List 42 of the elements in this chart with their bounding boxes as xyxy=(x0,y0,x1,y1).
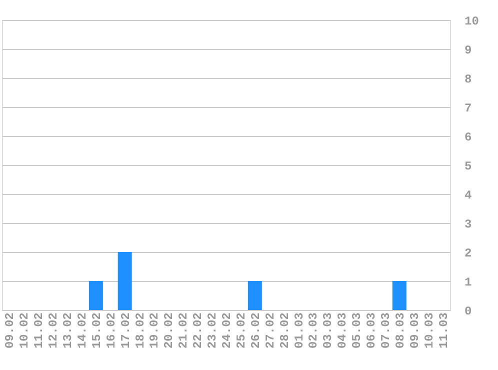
x-tick-label: 11.03 xyxy=(436,312,451,349)
x-tick-label: 26.02 xyxy=(248,312,263,349)
x-tick-label: 09.02 xyxy=(3,312,18,349)
x-tick-label: 13.02 xyxy=(61,312,76,349)
x-tick-label: 28.02 xyxy=(278,312,292,349)
x-tick-label: 21.02 xyxy=(176,312,191,349)
y-tick-label: 4 xyxy=(464,188,472,202)
x-tick-label: 23.02 xyxy=(206,312,220,349)
x-tick-label: 12.02 xyxy=(46,312,61,349)
x-tick-label: 27.02 xyxy=(263,312,278,349)
x-tick-label: 16.02 xyxy=(104,312,118,349)
y-tick-label: 8 xyxy=(464,72,472,86)
x-tick-label: 17.02 xyxy=(118,312,133,349)
x-tick-label: 08.03 xyxy=(393,312,408,349)
y-tick-label: 9 xyxy=(464,44,472,58)
x-tick-label: 19.02 xyxy=(148,312,162,349)
y-tick-label: 7 xyxy=(464,102,472,116)
x-tick-label: 10.02 xyxy=(18,312,32,349)
x-tick-label: 10.03 xyxy=(422,312,436,349)
x-tick-label: 22.02 xyxy=(191,312,206,349)
y-tick-label: 3 xyxy=(464,218,472,232)
x-tick-label: 18.02 xyxy=(133,312,148,349)
x-tick-label: 04.03 xyxy=(336,312,350,349)
y-tick-label: 6 xyxy=(464,130,472,144)
x-tick-label: 14.02 xyxy=(75,312,90,349)
x-tick-label: 11.02 xyxy=(32,312,46,349)
x-tick-label: 01.03 xyxy=(292,312,306,349)
x-tick-label: 07.03 xyxy=(378,312,393,349)
y-tick-label: 10 xyxy=(464,14,479,28)
x-tick-label: 03.03 xyxy=(321,312,336,349)
x-tick-label: 25.02 xyxy=(234,312,248,349)
x-tick-label: 02.03 xyxy=(306,312,321,349)
x-tick-label: 15.02 xyxy=(90,312,104,349)
y-tick-label: 1 xyxy=(464,276,472,290)
y-tick-label: 5 xyxy=(464,160,472,174)
x-tick-label: 20.02 xyxy=(162,312,176,349)
x-tick-label: 24.02 xyxy=(220,312,234,349)
x-tick-label: 06.03 xyxy=(364,312,379,349)
x-tick-label: 09.03 xyxy=(408,312,422,349)
x-tick-label: 05.03 xyxy=(350,312,364,349)
y-tick-label: 0 xyxy=(464,304,472,318)
y-tick-label: 2 xyxy=(464,246,472,260)
